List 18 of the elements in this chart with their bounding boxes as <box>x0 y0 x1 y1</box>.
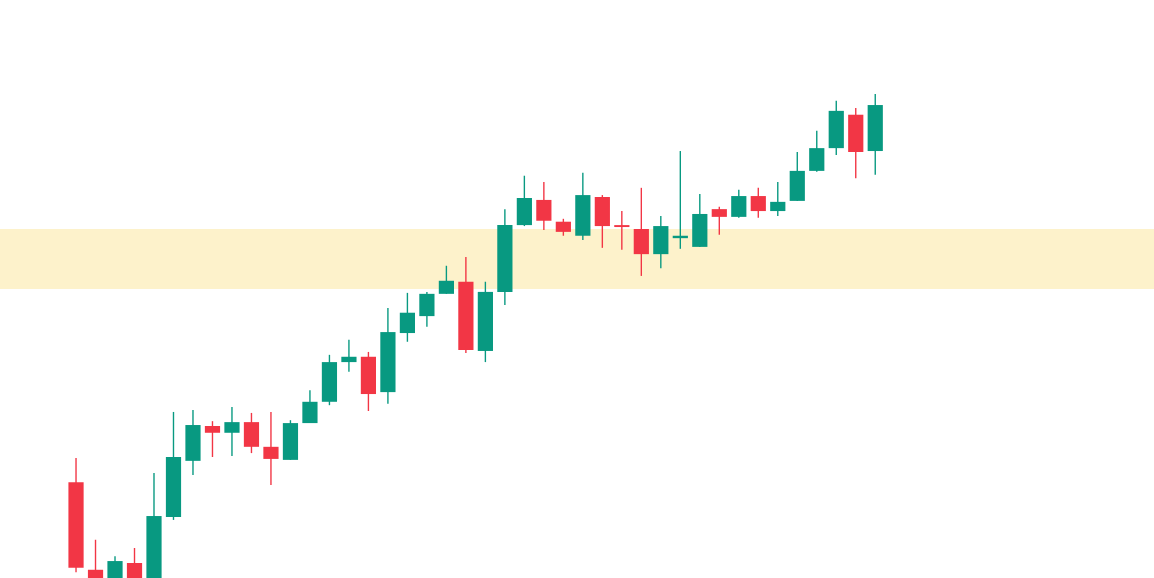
candlestick <box>87 539 104 578</box>
candlestick <box>770 181 786 217</box>
candlestick <box>809 130 825 173</box>
candlestick <box>302 389 318 424</box>
candlestick <box>711 206 727 236</box>
candlestick <box>399 292 416 343</box>
candlestick <box>224 406 240 457</box>
candlestick <box>263 411 279 486</box>
candlestick <box>438 265 454 295</box>
candlestick <box>536 181 552 231</box>
candlestick <box>750 187 766 219</box>
candlestick <box>341 339 357 373</box>
candlestick <box>419 291 435 328</box>
candlestick <box>731 189 747 219</box>
candlestick <box>614 210 630 251</box>
candlestick <box>126 547 143 578</box>
candlestick <box>204 420 221 458</box>
candlestick <box>107 555 123 578</box>
